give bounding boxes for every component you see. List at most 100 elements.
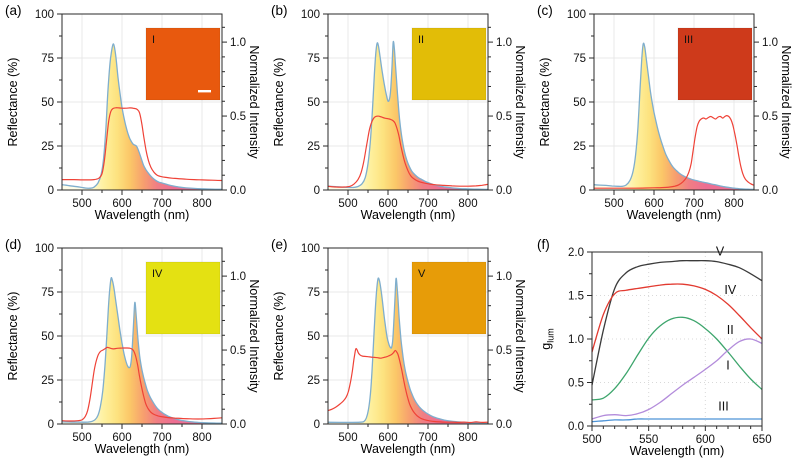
panel-letter: (e) — [271, 237, 288, 252]
svg-text:25: 25 — [307, 375, 320, 387]
x-axis-label: Wavelength (nm) — [360, 442, 456, 456]
svg-text:0: 0 — [48, 185, 54, 197]
reflectance-curve — [593, 42, 755, 191]
panel-d-chart: 500 600 700 800 0 25 50 75 100 0.0 0.5 1.0 IV — [35, 243, 246, 444]
reflectance-curve — [61, 276, 223, 424]
gridlines — [592, 252, 762, 426]
svg-text:100: 100 — [35, 243, 54, 255]
y-axis-label-right: Normalized Intensity — [247, 279, 261, 393]
panel-c-chart: 500 600 700 800 0 25 50 75 100 0.0 0.5 1.0 III — [567, 9, 778, 210]
x-axis-label: Wavelength (nm) — [629, 444, 725, 458]
svg-text:100: 100 — [35, 9, 54, 21]
svg-text:500: 500 — [72, 198, 91, 210]
svg-text:50: 50 — [573, 97, 586, 109]
panel-letter: (d) — [5, 237, 22, 252]
svg-text:1.0: 1.0 — [230, 37, 246, 49]
svg-text:0.5: 0.5 — [496, 111, 512, 123]
y-axis-label-right: Normalized Intensity — [779, 45, 793, 159]
svg-text:0.5: 0.5 — [568, 378, 584, 390]
inset-micrograph — [145, 27, 221, 101]
svg-text:700: 700 — [684, 198, 703, 210]
panel-letter: (f) — [537, 237, 550, 252]
panel-a: 500 600 700 800 0 25 50 75 100 0.0 0.5 1.0 I (a) Ref… — [0, 0, 266, 235]
intensity-curve — [594, 114, 755, 189]
x-axis-label: Wavelength (nm) — [626, 208, 722, 222]
y-axis-label-left: Reflectance (%) — [272, 57, 286, 147]
reflectance-area — [62, 277, 222, 424]
svg-text:100: 100 — [301, 243, 320, 255]
svg-text:0.0: 0.0 — [230, 419, 246, 431]
inset-micrograph — [145, 261, 221, 335]
svg-text:0: 0 — [314, 419, 320, 431]
svg-text:800: 800 — [192, 432, 211, 444]
inset-scale-bar — [198, 90, 211, 93]
svg-text:75: 75 — [307, 287, 320, 299]
svg-text:0.0: 0.0 — [568, 421, 584, 433]
svg-text:1.0: 1.0 — [496, 37, 512, 49]
svg-text:0.0: 0.0 — [496, 419, 512, 431]
svg-text:800: 800 — [458, 198, 477, 210]
series-label-III: III — [718, 399, 728, 413]
y-axis-label-right: Normalized Intensity — [247, 45, 261, 159]
axis-ticks — [323, 13, 493, 195]
svg-text:50: 50 — [307, 97, 320, 109]
svg-text:75: 75 — [41, 53, 54, 65]
glum-curve-II — [591, 316, 763, 401]
series-label-I: I — [726, 358, 729, 372]
svg-text:500: 500 — [338, 198, 357, 210]
intensity-curve — [327, 347, 489, 424]
glum-curve-V — [591, 260, 763, 386]
inset-roman-label: III — [684, 34, 693, 46]
svg-text:700: 700 — [418, 198, 437, 210]
svg-text:50: 50 — [41, 97, 54, 109]
glum-curve-III — [591, 418, 762, 423]
svg-text:800: 800 — [724, 198, 743, 210]
y-axis-label-glum: glum — [538, 328, 556, 350]
glum-curve-I — [591, 338, 763, 420]
y-axis-label-left: Reflectance (%) — [538, 57, 552, 147]
y-axis-label-left: Reflectance (%) — [6, 57, 20, 147]
svg-text:1.0: 1.0 — [230, 271, 246, 283]
axis-ticks — [587, 251, 763, 431]
svg-text:550: 550 — [639, 434, 658, 446]
svg-text:500: 500 — [604, 198, 623, 210]
svg-text:600: 600 — [112, 198, 131, 210]
inset-micrograph — [411, 27, 487, 101]
svg-text:25: 25 — [41, 375, 54, 387]
panel-d: 500 600 700 800 0 25 50 75 100 0.0 0.5 1.0 IV (d) Re… — [0, 234, 266, 469]
svg-text:75: 75 — [573, 53, 586, 65]
svg-text:25: 25 — [573, 141, 586, 153]
inset-micrograph — [411, 261, 487, 335]
x-axis-label: Wavelength (nm) — [360, 208, 456, 222]
svg-text:650: 650 — [752, 434, 771, 446]
svg-text:500: 500 — [72, 432, 91, 444]
svg-text:0.5: 0.5 — [230, 111, 246, 123]
svg-text:2.0: 2.0 — [568, 247, 584, 259]
svg-text:75: 75 — [307, 53, 320, 65]
svg-text:75: 75 — [41, 287, 54, 299]
axis-ticks — [57, 247, 227, 429]
panel-c: 500 600 700 800 0 25 50 75 100 0.0 0.5 1.0 III (c) R… — [532, 0, 798, 235]
svg-text:50: 50 — [307, 331, 320, 343]
panel-e-chart: 500 600 700 800 0 25 50 75 100 0.0 0.5 1.0 V — [301, 243, 512, 444]
axis-ticks — [57, 13, 227, 195]
svg-text:0: 0 — [48, 419, 54, 431]
panel-letter: (a) — [5, 3, 22, 18]
svg-text:0.5: 0.5 — [496, 345, 512, 357]
svg-text:0.0: 0.0 — [230, 185, 246, 197]
panel-e: 500 600 700 800 0 25 50 75 100 0.0 0.5 1.0 V (e) Ref… — [266, 234, 532, 469]
svg-text:600: 600 — [112, 432, 131, 444]
svg-text:800: 800 — [192, 198, 211, 210]
x-axis-label: Wavelength (nm) — [94, 208, 190, 222]
svg-text:25: 25 — [41, 141, 54, 153]
svg-text:700: 700 — [152, 432, 171, 444]
svg-text:700: 700 — [152, 198, 171, 210]
svg-text:100: 100 — [301, 9, 320, 21]
svg-text:0.0: 0.0 — [762, 185, 778, 197]
svg-text:0.5: 0.5 — [230, 345, 246, 357]
svg-text:600: 600 — [644, 198, 663, 210]
reflectance-curve — [327, 40, 489, 191]
svg-text:1.5: 1.5 — [568, 291, 584, 303]
